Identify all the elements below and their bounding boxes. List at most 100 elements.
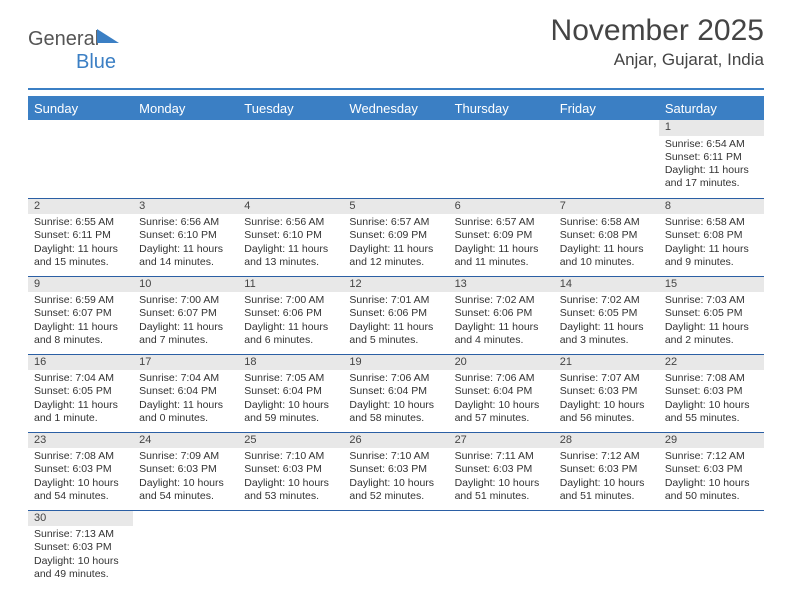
calendar-cell: 27Sunrise: 7:11 AMSunset: 6:03 PMDayligh…: [449, 432, 554, 510]
day-number: 22: [659, 355, 764, 371]
sunset-text: Sunset: 6:08 PM: [665, 229, 758, 242]
day-number: 20: [449, 355, 554, 371]
sunrise-text: Sunrise: 7:08 AM: [665, 372, 758, 385]
day-number: 2: [28, 199, 133, 215]
day-number: 1: [659, 120, 764, 136]
day-details: Sunrise: 7:02 AMSunset: 6:05 PMDaylight:…: [554, 292, 659, 349]
daylight-text: Daylight: 10 hours and 55 minutes.: [665, 399, 758, 425]
calendar-cell: 30Sunrise: 7:13 AMSunset: 6:03 PMDayligh…: [28, 510, 133, 588]
day-number: 28: [554, 433, 659, 449]
day-number: 11: [238, 277, 343, 293]
weekday-header: Friday: [554, 96, 659, 120]
sunrise-text: Sunrise: 7:12 AM: [665, 450, 758, 463]
daylight-text: Daylight: 11 hours and 4 minutes.: [455, 321, 548, 347]
calendar-cell: 15Sunrise: 7:03 AMSunset: 6:05 PMDayligh…: [659, 276, 764, 354]
calendar-row: 2Sunrise: 6:55 AMSunset: 6:11 PMDaylight…: [28, 198, 764, 276]
daylight-text: Daylight: 10 hours and 57 minutes.: [455, 399, 548, 425]
sunrise-text: Sunrise: 7:05 AM: [244, 372, 337, 385]
sunset-text: Sunset: 6:05 PM: [560, 307, 653, 320]
sunrise-text: Sunrise: 7:08 AM: [34, 450, 127, 463]
logo-flag-icon: [97, 29, 119, 43]
daylight-text: Daylight: 10 hours and 52 minutes.: [349, 477, 442, 503]
calendar-cell: 23Sunrise: 7:08 AMSunset: 6:03 PMDayligh…: [28, 432, 133, 510]
sunset-text: Sunset: 6:03 PM: [455, 463, 548, 476]
day-number: 13: [449, 277, 554, 293]
day-details: Sunrise: 7:08 AMSunset: 6:03 PMDaylight:…: [659, 370, 764, 427]
calendar-cell: 20Sunrise: 7:06 AMSunset: 6:04 PMDayligh…: [449, 354, 554, 432]
day-details: Sunrise: 6:59 AMSunset: 6:07 PMDaylight:…: [28, 292, 133, 349]
logo-text-2: Blue: [76, 51, 116, 73]
day-details: Sunrise: 7:12 AMSunset: 6:03 PMDaylight:…: [659, 448, 764, 505]
calendar-cell: 10Sunrise: 7:00 AMSunset: 6:07 PMDayligh…: [133, 276, 238, 354]
sunrise-text: Sunrise: 7:13 AM: [34, 528, 127, 541]
daylight-text: Daylight: 11 hours and 13 minutes.: [244, 243, 337, 269]
day-details: Sunrise: 7:05 AMSunset: 6:04 PMDaylight:…: [238, 370, 343, 427]
calendar-cell: 7Sunrise: 6:58 AMSunset: 6:08 PMDaylight…: [554, 198, 659, 276]
sunrise-text: Sunrise: 7:00 AM: [139, 294, 232, 307]
calendar-cell: 28Sunrise: 7:12 AMSunset: 6:03 PMDayligh…: [554, 432, 659, 510]
calendar-cell: [659, 510, 764, 588]
daylight-text: Daylight: 11 hours and 8 minutes.: [34, 321, 127, 347]
daylight-text: Daylight: 11 hours and 2 minutes.: [665, 321, 758, 347]
calendar-cell: .: [343, 120, 448, 198]
sunrise-text: Sunrise: 7:01 AM: [349, 294, 442, 307]
calendar-cell: 19Sunrise: 7:06 AMSunset: 6:04 PMDayligh…: [343, 354, 448, 432]
sunrise-text: Sunrise: 7:10 AM: [244, 450, 337, 463]
day-details: Sunrise: 7:02 AMSunset: 6:06 PMDaylight:…: [449, 292, 554, 349]
header: General Blue November 2025 Anjar, Gujara…: [0, 0, 792, 88]
calendar-cell: 4Sunrise: 6:56 AMSunset: 6:10 PMDaylight…: [238, 198, 343, 276]
day-details: Sunrise: 7:12 AMSunset: 6:03 PMDaylight:…: [554, 448, 659, 505]
sunset-text: Sunset: 6:05 PM: [34, 385, 127, 398]
sunset-text: Sunset: 6:10 PM: [244, 229, 337, 242]
calendar-cell: 2Sunrise: 6:55 AMSunset: 6:11 PMDaylight…: [28, 198, 133, 276]
day-number: 16: [28, 355, 133, 371]
daylight-text: Daylight: 11 hours and 1 minute.: [34, 399, 127, 425]
daylight-text: Daylight: 11 hours and 5 minutes.: [349, 321, 442, 347]
calendar-cell: [554, 510, 659, 588]
calendar-row: 16Sunrise: 7:04 AMSunset: 6:05 PMDayligh…: [28, 354, 764, 432]
calendar-cell: 5Sunrise: 6:57 AMSunset: 6:09 PMDaylight…: [343, 198, 448, 276]
daylight-text: Daylight: 11 hours and 17 minutes.: [665, 164, 758, 190]
day-details: Sunrise: 6:54 AMSunset: 6:11 PMDaylight:…: [659, 136, 764, 193]
day-details: Sunrise: 7:10 AMSunset: 6:03 PMDaylight:…: [238, 448, 343, 505]
day-number: 27: [449, 433, 554, 449]
calendar-row: ......1Sunrise: 6:54 AMSunset: 6:11 PMDa…: [28, 120, 764, 198]
sunset-text: Sunset: 6:04 PM: [455, 385, 548, 398]
calendar-cell: 18Sunrise: 7:05 AMSunset: 6:04 PMDayligh…: [238, 354, 343, 432]
day-number: 8: [659, 199, 764, 215]
day-details: Sunrise: 7:09 AMSunset: 6:03 PMDaylight:…: [133, 448, 238, 505]
sunrise-text: Sunrise: 7:11 AM: [455, 450, 548, 463]
calendar-cell: [449, 510, 554, 588]
day-number: 21: [554, 355, 659, 371]
sunset-text: Sunset: 6:09 PM: [455, 229, 548, 242]
day-number: 3: [133, 199, 238, 215]
daylight-text: Daylight: 11 hours and 6 minutes.: [244, 321, 337, 347]
weekday-header: Sunday: [28, 96, 133, 120]
daylight-text: Daylight: 10 hours and 51 minutes.: [560, 477, 653, 503]
daylight-text: Daylight: 10 hours and 53 minutes.: [244, 477, 337, 503]
day-details: Sunrise: 7:04 AMSunset: 6:04 PMDaylight:…: [133, 370, 238, 427]
daylight-text: Daylight: 11 hours and 9 minutes.: [665, 243, 758, 269]
sunrise-text: Sunrise: 7:00 AM: [244, 294, 337, 307]
calendar-cell: 12Sunrise: 7:01 AMSunset: 6:06 PMDayligh…: [343, 276, 448, 354]
day-details: Sunrise: 7:04 AMSunset: 6:05 PMDaylight:…: [28, 370, 133, 427]
day-number: 12: [343, 277, 448, 293]
day-details: Sunrise: 7:03 AMSunset: 6:05 PMDaylight:…: [659, 292, 764, 349]
day-details: Sunrise: 7:00 AMSunset: 6:06 PMDaylight:…: [238, 292, 343, 349]
daylight-text: Daylight: 11 hours and 12 minutes.: [349, 243, 442, 269]
day-number: 23: [28, 433, 133, 449]
logo: General Blue: [28, 28, 119, 74]
page-title: November 2025: [551, 14, 764, 48]
sunrise-text: Sunrise: 7:12 AM: [560, 450, 653, 463]
day-details: Sunrise: 6:56 AMSunset: 6:10 PMDaylight:…: [133, 214, 238, 271]
sunset-text: Sunset: 6:03 PM: [349, 463, 442, 476]
sunset-text: Sunset: 6:03 PM: [665, 385, 758, 398]
day-number: 24: [133, 433, 238, 449]
day-number: 15: [659, 277, 764, 293]
day-number: 4: [238, 199, 343, 215]
sunset-text: Sunset: 6:04 PM: [139, 385, 232, 398]
day-details: Sunrise: 7:10 AMSunset: 6:03 PMDaylight:…: [343, 448, 448, 505]
calendar-cell: 26Sunrise: 7:10 AMSunset: 6:03 PMDayligh…: [343, 432, 448, 510]
calendar-cell: 8Sunrise: 6:58 AMSunset: 6:08 PMDaylight…: [659, 198, 764, 276]
daylight-text: Daylight: 10 hours and 58 minutes.: [349, 399, 442, 425]
